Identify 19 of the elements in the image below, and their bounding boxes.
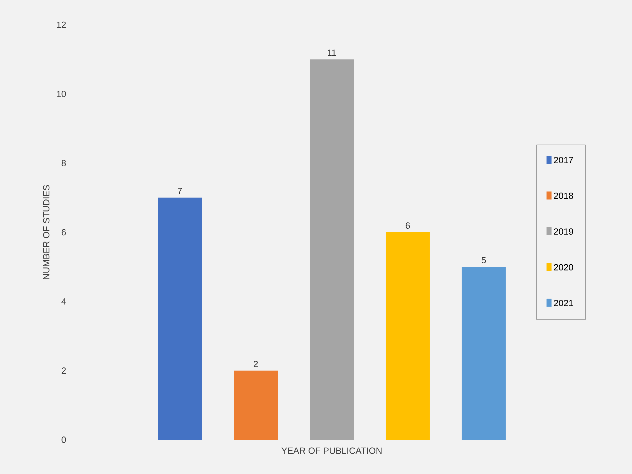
legend-label: 2020	[554, 264, 574, 271]
data-label: 11	[328, 50, 336, 56]
data-label: 2	[254, 361, 258, 368]
y-tick-label: 2	[62, 368, 66, 374]
data-label: 5	[482, 257, 486, 264]
y-tick-label: 8	[62, 160, 66, 166]
y-tick-label: 4	[62, 298, 66, 305]
y-tick-label: 10	[57, 90, 66, 98]
legend-label: 2018	[554, 192, 574, 200]
y-axis-title: NUMBER OF STUDIES	[43, 185, 50, 280]
legend-label: 2017	[554, 157, 574, 164]
legend-label: 2021	[554, 300, 574, 306]
y-tick-label: 6	[62, 229, 66, 236]
data-label: 6	[406, 222, 410, 229]
y-tick-label: 12	[57, 22, 66, 28]
x-axis-title: YEAR OF PUBLICATION	[282, 448, 382, 454]
legend-label: 2019	[554, 228, 574, 235]
data-label: 7	[178, 188, 182, 194]
y-tick-label: 0	[62, 436, 66, 444]
